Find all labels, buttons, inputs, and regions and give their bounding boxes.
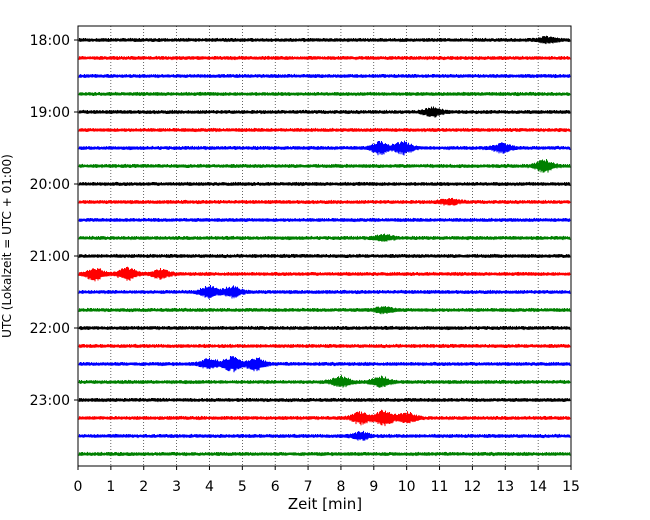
seismogram-trace [78,325,571,331]
seismogram-trace [78,430,571,441]
x-tick-label: 6 [271,479,280,495]
seismogram-trace [78,266,571,282]
seismogram-trace [78,285,571,300]
seismogram-trace [78,217,571,223]
x-tick-label: 12 [463,479,481,495]
seismogram-trace [78,159,571,173]
seismogram-trace [78,451,571,457]
x-axis-ticks: 0 1 2 3 4 5 6 7 8 9 10 11 12 13 14 15 [74,466,580,495]
x-tick-label: 13 [496,479,514,495]
x-tick-label: 15 [562,479,580,495]
minute-grid [110,26,539,466]
seismogram-trace [78,253,571,259]
y-tick-label: 22:00 [30,321,70,337]
x-tick-label: 2 [139,479,148,495]
x-tick-label: 10 [398,479,416,495]
y-tick-label: 23:00 [30,393,70,409]
seismogram-trace [78,91,571,97]
y-tick-label: 18:00 [30,33,70,49]
seismogram-trace [78,409,571,427]
y-tick-label: 20:00 [30,177,70,193]
x-tick-label: 11 [431,479,449,495]
x-tick-label: 1 [106,479,115,495]
seismogram-trace [78,397,571,403]
y-tick-label: 19:00 [30,105,70,121]
seismogram-trace [78,181,571,187]
x-tick-label: 5 [238,479,247,495]
x-tick-label: 14 [529,479,547,495]
seismogram-traces [78,35,571,457]
seismogram-trace [78,306,571,315]
y-axis-label: UTC (Lokalzeit = UTC + 01:00) [0,154,14,338]
x-tick-label: 7 [304,479,313,495]
seismogram-trace [78,197,571,206]
seismogram-trace [78,375,571,388]
seismogram-trace [78,106,571,118]
seismogram-trace [78,127,571,133]
seismogram-trace [78,55,571,61]
x-tick-label: 0 [74,479,83,495]
x-tick-label: 4 [205,479,214,495]
x-axis-label: Zeit [min] [288,495,362,513]
x-tick-label: 9 [369,479,378,495]
seismogram-trace [78,343,571,349]
y-tick-label: 21:00 [30,249,70,265]
plot-frame [77,25,572,467]
y-axis-ticks: 18:00 19:00 20:00 21:00 22:00 23:00 [30,33,78,409]
seismogram-trace [78,73,571,79]
seismogram-trace [78,35,571,45]
x-tick-label: 3 [172,479,181,495]
seismogram-trace [78,355,571,373]
seismogram-trace [78,233,571,242]
seismogram-trace [78,140,571,156]
x-tick-label: 8 [336,479,345,495]
